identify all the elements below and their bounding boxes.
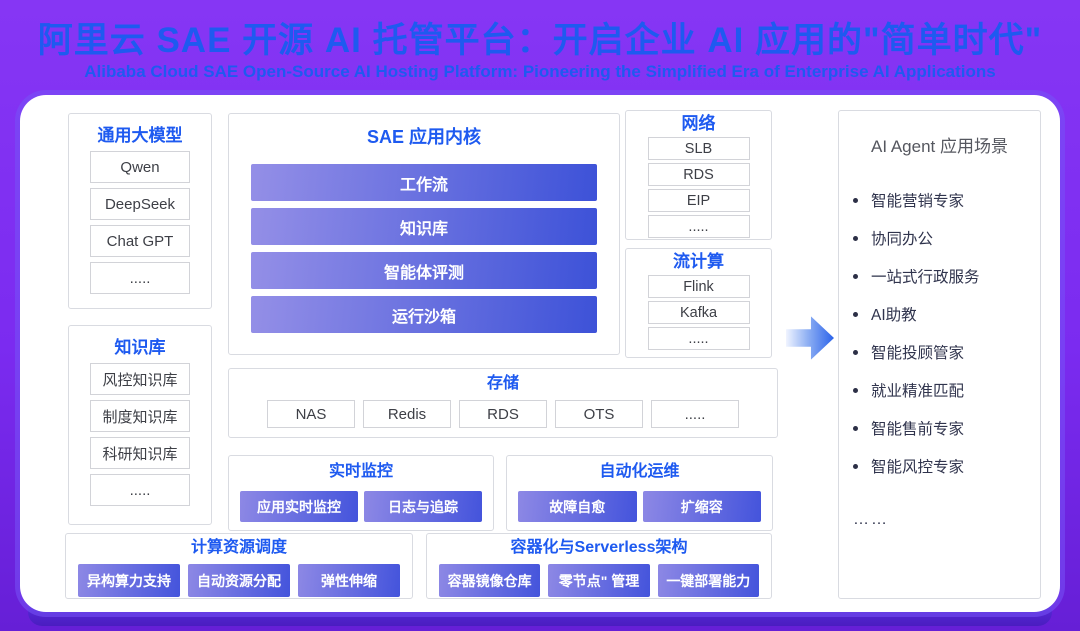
compute-buttons-row: 异构算力支持 自动资源分配 弹性伸缩 bbox=[66, 564, 412, 597]
model-item-more: ..... bbox=[90, 262, 190, 294]
ops-chip-scaling: 扩缩容 bbox=[642, 491, 761, 522]
monitoring-chip-logs-tracing: 日志与追踪 bbox=[364, 491, 482, 522]
monitoring-buttons-row: 应用实时监控 日志与追踪 bbox=[229, 491, 493, 522]
scenario-label: 智能营销专家 bbox=[871, 193, 965, 210]
model-item-deepseek: DeepSeek bbox=[90, 188, 190, 220]
scenario-item: 智能投顾管家 bbox=[853, 343, 1040, 362]
panel-stream-computing: 流计算 Flink Kafka ..... bbox=[625, 248, 772, 358]
storage-item-rds: RDS bbox=[459, 400, 547, 428]
model-item-chatgpt: Chat GPT bbox=[90, 225, 190, 257]
panel-network: 网络 SLB RDS EIP ..... bbox=[625, 110, 772, 240]
stream-item-kafka: Kafka bbox=[647, 301, 750, 324]
stream-item-flink: Flink bbox=[647, 275, 750, 298]
container-buttons-row: 容器镜像仓库 零节点" 管理 一键部署能力 bbox=[427, 564, 771, 597]
ops-chip-self-healing: 故障自愈 bbox=[518, 491, 637, 522]
panel-sae-core-title: SAE 应用内核 bbox=[366, 127, 481, 147]
scenario-label: 智能风控专家 bbox=[871, 459, 965, 476]
bullet-dot bbox=[853, 235, 858, 241]
storage-item-nas: NAS bbox=[267, 400, 355, 428]
container-chip-zero-node: 零节点" 管理 bbox=[548, 564, 650, 597]
panel-realtime-monitoring: 实时监控 应用实时监控 日志与追踪 bbox=[228, 455, 494, 531]
bullet-dot bbox=[853, 387, 858, 393]
panel-network-title: 网络 bbox=[681, 114, 716, 133]
network-item-more: ..... bbox=[647, 215, 750, 238]
panel-scenarios-title: AI Agent 应用场景 bbox=[871, 137, 1008, 156]
monitoring-chip-app-monitoring: 应用实时监控 bbox=[240, 491, 358, 522]
panel-compute-title: 计算资源调度 bbox=[190, 539, 287, 556]
storage-item-more: ..... bbox=[651, 400, 739, 428]
model-item-qwen: Qwen bbox=[90, 151, 190, 183]
panel-sae-core: SAE 应用内核 工作流 知识库 智能体评测 运行沙箱 bbox=[228, 113, 620, 355]
panel-general-models-title: 通用大模型 bbox=[97, 126, 183, 145]
storage-item-redis: Redis bbox=[363, 400, 451, 428]
container-chip-image-registry: 容器镜像仓库 bbox=[439, 564, 541, 597]
kb-item-more: ..... bbox=[90, 474, 190, 506]
scenario-item: 智能售前专家 bbox=[853, 419, 1040, 438]
scenario-label: 智能售前专家 bbox=[871, 421, 965, 438]
sae-bar-sandbox: 运行沙箱 bbox=[251, 296, 597, 333]
scenario-item: 就业精准匹配 bbox=[853, 381, 1040, 400]
bullet-dot bbox=[853, 463, 858, 469]
scenario-label: 就业精准匹配 bbox=[871, 383, 965, 400]
panel-storage: 存储 NAS Redis RDS OTS ..... bbox=[228, 368, 778, 438]
sae-core-bars: 工作流 知识库 智能体评测 运行沙箱 bbox=[229, 147, 619, 340]
kb-item-risk: 风控知识库 bbox=[90, 363, 190, 395]
ops-buttons-row: 故障自愈 扩缩容 bbox=[507, 491, 772, 522]
right-arrow-icon bbox=[786, 316, 834, 360]
network-item-eip: EIP bbox=[647, 189, 750, 212]
compute-chip-auto-allocation: 自动资源分配 bbox=[188, 564, 290, 597]
page-title: 阿里云 SAE 开源 AI 托管平台：开启企业 AI 应用的"简单时代" bbox=[37, 21, 1043, 60]
scenario-item: 一站式行政服务 bbox=[853, 267, 1040, 286]
scenarios-list: 智能营销专家 协同办公 一站式行政服务 AI助教 智能投顾管家 就业精准匹配 智… bbox=[853, 191, 1040, 495]
scenario-item: AI助教 bbox=[853, 305, 1040, 324]
container-chip-one-click-deploy: 一键部署能力 bbox=[657, 564, 759, 597]
panel-monitoring-title: 实时监控 bbox=[328, 463, 393, 480]
panel-ai-agent-scenarios: AI Agent 应用场景 智能营销专家 协同办公 一站式行政服务 AI助教 智… bbox=[838, 110, 1041, 599]
panel-container-serverless: 容器化与Serverless架构 容器镜像仓库 零节点" 管理 一键部署能力 bbox=[426, 533, 772, 599]
panel-general-models: 通用大模型 Qwen DeepSeek Chat GPT ..... bbox=[68, 113, 212, 309]
scenario-item: 智能风控专家 bbox=[853, 457, 1040, 476]
bullet-dot bbox=[853, 349, 858, 355]
scenario-label: 一站式行政服务 bbox=[871, 269, 980, 286]
panel-stream-title: 流计算 bbox=[673, 252, 724, 271]
stream-item-more: ..... bbox=[647, 327, 750, 350]
sae-bar-agent-eval: 智能体评测 bbox=[251, 252, 597, 289]
network-item-rds: RDS bbox=[647, 163, 750, 186]
sae-bar-workflow: 工作流 bbox=[251, 164, 597, 201]
bullet-dot bbox=[853, 311, 858, 317]
panel-compute-scheduling: 计算资源调度 异构算力支持 自动资源分配 弹性伸缩 bbox=[65, 533, 413, 599]
scenario-label: AI助教 bbox=[871, 307, 917, 324]
bullet-dot bbox=[853, 197, 858, 203]
scenario-item: 智能营销专家 bbox=[853, 191, 1040, 210]
scenario-label: 协同办公 bbox=[871, 231, 934, 248]
page-subtitle: Alibaba Cloud SAE Open-Source AI Hosting… bbox=[84, 62, 996, 81]
network-item-slb: SLB bbox=[647, 137, 750, 160]
kb-item-research: 科研知识库 bbox=[90, 437, 190, 469]
panel-storage-title: 存储 bbox=[486, 375, 519, 392]
scenario-label: 智能投顾管家 bbox=[871, 345, 965, 362]
bullet-dot bbox=[853, 273, 858, 279]
compute-chip-heterogeneous: 异构算力支持 bbox=[78, 564, 180, 597]
compute-chip-elastic: 弹性伸缩 bbox=[298, 564, 400, 597]
scenarios-more-ellipsis: …… bbox=[853, 511, 889, 528]
sae-bar-knowledge: 知识库 bbox=[251, 208, 597, 245]
diagram-card: 通用大模型 Qwen DeepSeek Chat GPT ..... 知识库 风… bbox=[20, 95, 1060, 612]
panel-knowledge-base-title: 知识库 bbox=[114, 338, 166, 357]
scenario-item: 协同办公 bbox=[853, 229, 1040, 248]
panel-automated-ops: 自动化运维 故障自愈 扩缩容 bbox=[506, 455, 773, 531]
panel-knowledge-base: 知识库 风控知识库 制度知识库 科研知识库 ..... bbox=[68, 325, 212, 525]
bullet-dot bbox=[853, 425, 858, 431]
panel-container-title: 容器化与Serverless架构 bbox=[510, 539, 688, 556]
storage-items-row: NAS Redis RDS OTS ..... bbox=[229, 394, 777, 428]
kb-item-policy: 制度知识库 bbox=[90, 400, 190, 432]
storage-item-ots: OTS bbox=[555, 400, 643, 428]
panel-automated-ops-title: 自动化运维 bbox=[599, 463, 680, 480]
